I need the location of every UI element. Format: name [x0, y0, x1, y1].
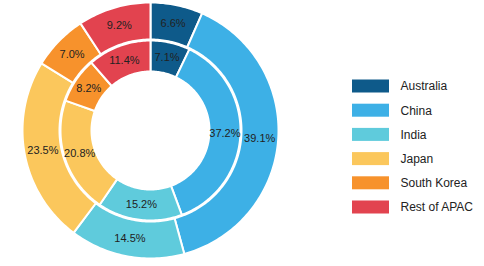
- svg-text:India: India: [401, 128, 427, 142]
- svg-text:7.0%: 7.0%: [60, 48, 85, 60]
- svg-text:23.5%: 23.5%: [27, 144, 58, 156]
- svg-text:14.5%: 14.5%: [114, 232, 145, 244]
- svg-text:Australia: Australia: [401, 79, 448, 93]
- svg-text:Japan: Japan: [401, 152, 434, 166]
- svg-text:39.1%: 39.1%: [244, 132, 275, 144]
- svg-text:15.2%: 15.2%: [126, 198, 157, 210]
- svg-text:9.2%: 9.2%: [107, 19, 132, 31]
- svg-text:China: China: [401, 104, 433, 118]
- svg-text:37.2%: 37.2%: [209, 127, 240, 139]
- svg-text:South Korea: South Korea: [401, 176, 468, 190]
- svg-text:11.4%: 11.4%: [109, 54, 140, 66]
- svg-text:8.2%: 8.2%: [76, 82, 101, 94]
- svg-text:20.8%: 20.8%: [64, 147, 95, 159]
- svg-text:6.6%: 6.6%: [161, 17, 186, 29]
- svg-text:Rest of APAC: Rest of APAC: [401, 200, 474, 214]
- svg-text:7.1%: 7.1%: [154, 51, 179, 63]
